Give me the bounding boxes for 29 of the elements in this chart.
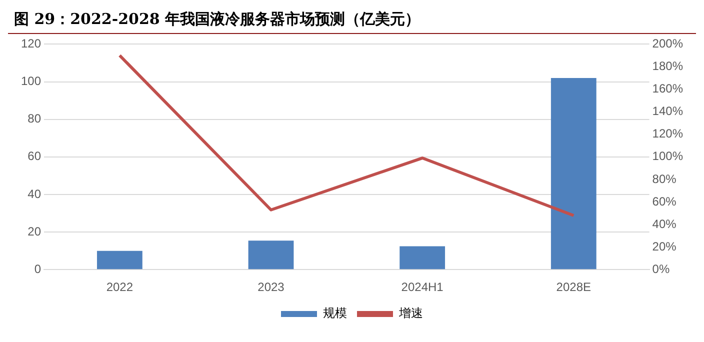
y-tick-label: 60: [28, 149, 42, 164]
chart-title: 图 29：2022-2028 年我国液冷服务器市场预测（亿美元）: [8, 8, 696, 34]
bar: [400, 246, 446, 270]
x-tick-label: 2028E: [556, 280, 591, 294]
y2-tick-label: 180%: [652, 59, 684, 74]
y2-tick-label: 120%: [652, 126, 684, 141]
y-tick-label: 40: [28, 186, 42, 201]
y2-tick-label: 60%: [652, 194, 677, 208]
y-tick-label: 120: [20, 36, 42, 51]
y-tick-label: 20: [28, 224, 42, 238]
y2-tick-label: 200%: [652, 36, 684, 51]
bar: [96, 250, 142, 270]
bar: [248, 240, 294, 270]
x-tick-label: 2022: [106, 280, 134, 294]
legend-label: 规模: [323, 306, 347, 320]
y2-tick-label: 140%: [652, 104, 684, 118]
y2-tick-label: 100%: [652, 149, 684, 164]
y2-tick-label: 80%: [652, 172, 677, 186]
y2-tick-label: 160%: [652, 82, 684, 96]
y2-tick-label: 40%: [652, 216, 677, 231]
legend-label: 增速: [398, 306, 423, 320]
y-tick-label: 0: [34, 262, 42, 276]
y-tick-label: 100: [20, 74, 42, 88]
y2-tick-label: 0%: [652, 262, 670, 276]
y2-tick-label: 20%: [652, 239, 677, 254]
x-tick-label: 2023: [258, 280, 285, 294]
y-tick-label: 80: [28, 112, 42, 126]
bar: [550, 78, 596, 270]
x-tick-label: 2024H1: [401, 280, 444, 294]
